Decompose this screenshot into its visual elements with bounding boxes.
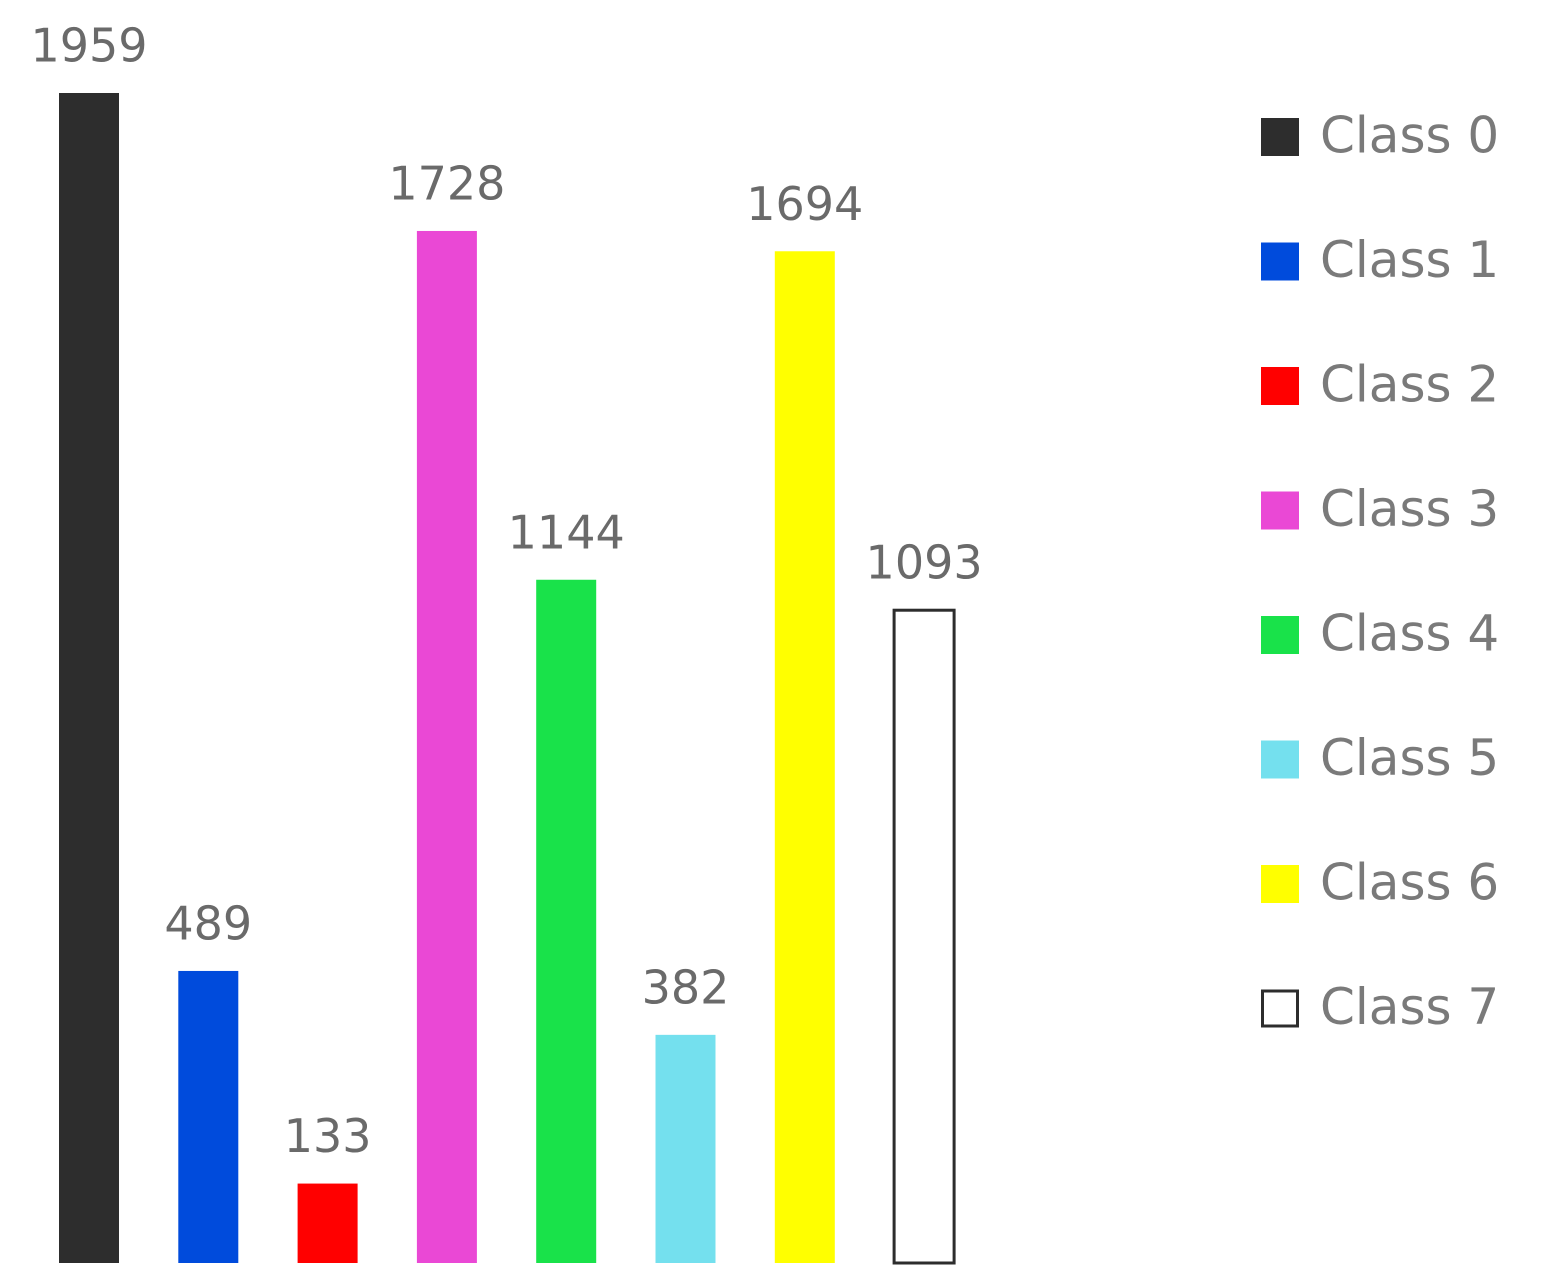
bar: [774, 251, 835, 1263]
value-label: 1728: [388, 156, 505, 210]
bar: [297, 1183, 358, 1263]
legend-label: Class 6: [1320, 854, 1499, 912]
legend-swatch: [1261, 118, 1299, 156]
legend-swatch: [1261, 616, 1299, 654]
legend-swatch: [1261, 989, 1299, 1028]
bar: [536, 579, 597, 1263]
legend-label: Class 0: [1320, 107, 1499, 165]
value-label: 489: [164, 896, 252, 950]
legend-label: Class 2: [1320, 356, 1499, 414]
legend-label: Class 7: [1320, 978, 1499, 1036]
legend-swatch: [1261, 740, 1299, 779]
bar: [892, 608, 956, 1265]
value-label: 382: [642, 960, 730, 1014]
value-label: 1144: [508, 505, 625, 559]
legend-swatch: [1261, 491, 1299, 530]
legend-label: Class 1: [1320, 231, 1499, 289]
legend-swatch: [1261, 242, 1299, 281]
legend-label: Class 4: [1320, 605, 1499, 663]
legend-swatch: [1261, 865, 1299, 903]
legend-swatch: [1261, 367, 1299, 405]
bar: [178, 970, 239, 1263]
value-label: 1694: [746, 177, 863, 231]
bar: [655, 1034, 716, 1263]
value-label: 1959: [30, 19, 147, 73]
bar: [416, 230, 477, 1263]
legend-label: Class 3: [1320, 480, 1499, 538]
value-label: 1093: [866, 536, 983, 590]
value-label: 133: [284, 1109, 372, 1163]
legend-label: Class 5: [1320, 729, 1499, 787]
bar: [59, 93, 119, 1263]
